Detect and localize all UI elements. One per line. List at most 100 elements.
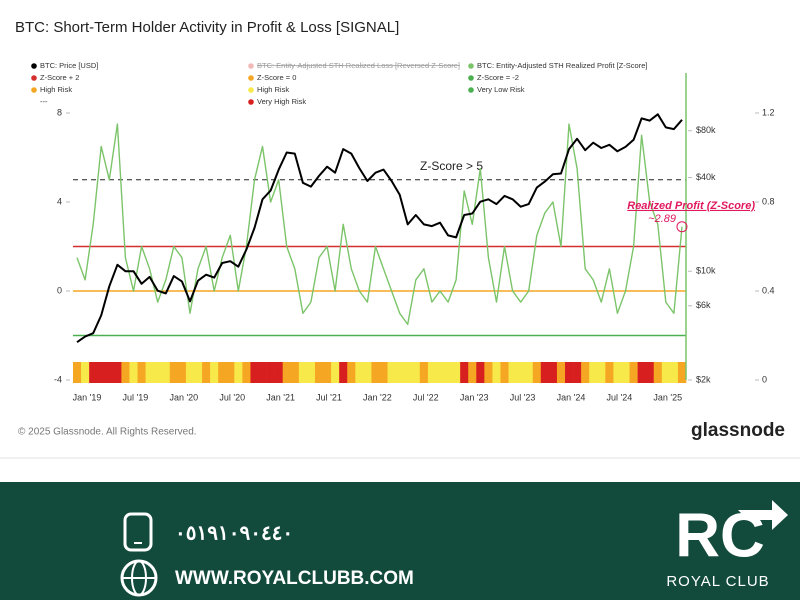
risk-cell [145,362,154,383]
risk-cell [629,362,638,383]
y3-tick-label: 0.4 [762,285,775,295]
legend-marker [468,75,474,81]
risk-cell [427,362,437,383]
risk-cell [548,362,558,383]
risk-cell [226,362,235,383]
risk-cell [379,362,388,383]
x-tick-label: Jan '24 [557,392,586,402]
y-tick-label: -4 [54,374,62,384]
y3-tick-label: 0 [762,374,767,384]
risk-cell [661,362,671,383]
chart-title: BTC: Short-Term Holder Activity in Profi… [15,19,399,36]
risk-cell [331,362,340,383]
risk-cell [137,362,146,383]
risk-cell [573,362,582,383]
risk-cell [169,362,179,383]
risk-cell [250,362,259,383]
risk-cell [97,362,106,383]
copyright: © 2025 Glassnode. All Rights Reserved. [18,427,197,438]
risk-cell [234,362,243,383]
risk-cell [105,362,114,383]
legend-marker [31,75,37,81]
legend-marker [248,75,254,81]
risk-cell [274,362,284,383]
y2-tick-label: $40k [696,172,716,182]
x-tick-label: Jan '19 [73,392,102,402]
risk-cell [282,362,292,383]
legend-marker [468,87,474,93]
risk-cell [89,362,98,383]
annotation-value: ~2.89 [648,213,676,225]
legend-label: High Risk [40,85,72,94]
banner [0,482,800,600]
risk-cell [444,362,453,383]
legend-marker [248,63,254,69]
threshold-label: Z-Score > 5 [420,159,483,173]
risk-cell [605,362,614,383]
y3-tick-label: 1.2 [762,107,775,117]
risk-cell [363,362,372,383]
risk-cell [540,362,550,383]
logo-arrow [738,500,788,530]
risk-cell [193,362,203,383]
x-tick-label: Jan '25 [653,392,682,402]
risk-cell [589,362,598,383]
risk-cell [556,362,566,383]
risk-cell [516,362,525,383]
risk-cell [242,362,251,383]
risk-cell [645,362,655,383]
y3-tick-label: 0.8 [762,196,775,206]
x-tick-label: Jul '20 [219,392,245,402]
legend-label: BTC: Entity-Adjusted STH Realized Loss [… [257,61,460,70]
y2-tick-label: $10k [696,266,716,276]
legend-label: BTC: Entity-Adjusted STH Realized Profit… [477,61,647,70]
risk-cell [73,362,82,383]
legend-marker [31,87,37,93]
risk-cell [419,362,429,383]
y2-tick-label: $6k [696,300,711,310]
risk-cell [81,362,90,383]
risk-cell [153,362,163,383]
y-tick-label: 0 [57,285,62,295]
series-line [76,123,683,326]
risk-cell [387,362,396,383]
x-tick-label: Jan '20 [169,392,198,402]
risk-cell [355,362,364,383]
legend-label: BTC: Price [USD] [40,61,98,70]
risk-cell [177,362,187,383]
y-tick-label: 4 [57,196,62,206]
risk-cell [484,362,493,383]
risk-cell [581,362,590,383]
brand: glassnode [691,420,785,441]
risk-cell [524,362,534,383]
risk-cell [653,362,663,383]
legend-label: Very Low Risk [477,85,525,94]
phone: ٠٥١٩١٠٩٠٤٤٠ [175,522,293,544]
phone-icon [123,512,153,552]
legend-marker [31,63,37,69]
risk-cell [476,362,485,383]
legend-label: Very High Risk [257,97,306,106]
risk-cell [258,362,267,383]
risk-cell [435,362,445,383]
x-tick-label: Jul '21 [316,392,342,402]
risk-cell [500,362,509,383]
risk-cell [565,362,574,383]
legend-label: Z-Score + 2 [40,73,79,82]
risk-cell [371,362,380,383]
risk-cell [637,362,646,383]
legend-marker [248,87,254,93]
legend-marker [468,63,474,69]
risk-cell [347,362,356,383]
risk-cell [113,362,122,383]
risk-cell [508,362,517,383]
risk-cell [613,362,622,383]
website: WWW.ROYALCLUBB.COM [175,568,414,589]
x-tick-label: Jan '21 [266,392,295,402]
x-tick-label: Jan '22 [363,392,392,402]
legend-label: --- [40,97,48,106]
risk-cell [669,362,679,383]
y-tick-label: 8 [57,107,62,117]
